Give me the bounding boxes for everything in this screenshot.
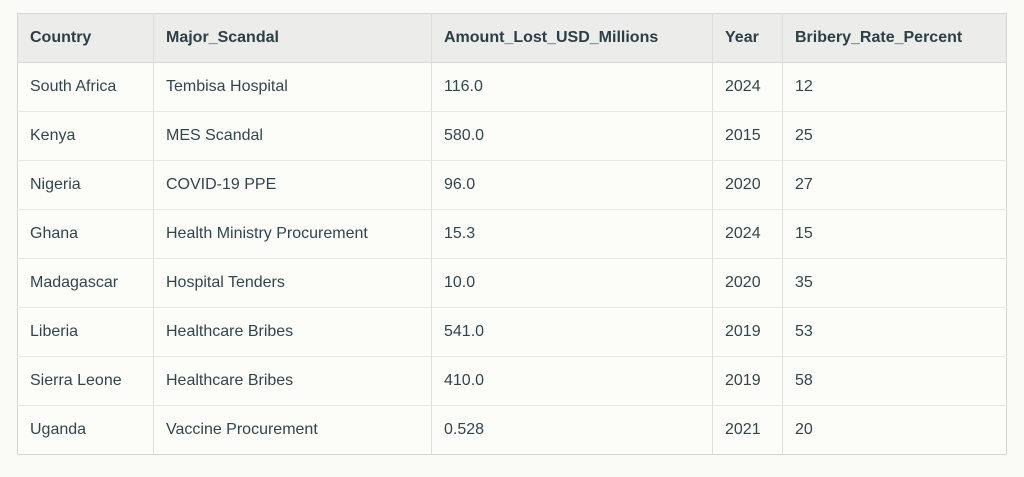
cell-year: 2024 [712,62,783,112]
cell-country: Sierra Leone [17,356,154,406]
cell-amount: 15.3 [431,209,713,259]
cell-amount: 410.0 [431,356,713,406]
cell-bribery: 53 [782,307,1007,357]
column-header-major-scandal: Major_Scandal [153,13,432,63]
table-row: Nigeria COVID-19 PPE 96.0 2020 27 [17,160,1007,210]
cell-country: Liberia [17,307,154,357]
table-row: South Africa Tembisa Hospital 116.0 2024… [17,62,1007,112]
cell-year: 2019 [712,356,783,406]
table-row: Ghana Health Ministry Procurement 15.3 2… [17,209,1007,259]
table-header-row: Country Major_Scandal Amount_Lost_USD_Mi… [17,13,1007,63]
cell-bribery: 58 [782,356,1007,406]
cell-scandal: Vaccine Procurement [153,405,432,455]
cell-year: 2015 [712,111,783,161]
cell-year: 2020 [712,258,783,308]
cell-amount: 0.528 [431,405,713,455]
cell-country: Ghana [17,209,154,259]
column-header-bribery-rate: Bribery_Rate_Percent [782,13,1007,63]
column-header-amount-lost: Amount_Lost_USD_Millions [431,13,713,63]
cell-year: 2021 [712,405,783,455]
cell-country: Nigeria [17,160,154,210]
cell-country: Uganda [17,405,154,455]
cell-year: 2024 [712,209,783,259]
column-header-country: Country [17,13,154,63]
table-body: South Africa Tembisa Hospital 116.0 2024… [17,62,1007,455]
cell-bribery: 35 [782,258,1007,308]
cell-amount: 580.0 [431,111,713,161]
table-row: Liberia Healthcare Bribes 541.0 2019 53 [17,307,1007,357]
cell-year: 2019 [712,307,783,357]
cell-bribery: 12 [782,62,1007,112]
cell-bribery: 27 [782,160,1007,210]
cell-bribery: 25 [782,111,1007,161]
table-row: Uganda Vaccine Procurement 0.528 2021 20 [17,405,1007,455]
cell-year: 2020 [712,160,783,210]
cell-bribery: 20 [782,405,1007,455]
data-table-container: Country Major_Scandal Amount_Lost_USD_Mi… [17,13,1007,455]
cell-scandal: Tembisa Hospital [153,62,432,112]
cell-scandal: Health Ministry Procurement [153,209,432,259]
cell-country: Madagascar [17,258,154,308]
table-header: Country Major_Scandal Amount_Lost_USD_Mi… [17,13,1007,63]
cell-scandal: Hospital Tenders [153,258,432,308]
cell-scandal: Healthcare Bribes [153,307,432,357]
cell-scandal: Healthcare Bribes [153,356,432,406]
cell-country: Kenya [17,111,154,161]
table-row: Sierra Leone Healthcare Bribes 410.0 201… [17,356,1007,406]
cell-amount: 96.0 [431,160,713,210]
table-row: Kenya MES Scandal 580.0 2015 25 [17,111,1007,161]
table-row: Madagascar Hospital Tenders 10.0 2020 35 [17,258,1007,308]
cell-scandal: COVID-19 PPE [153,160,432,210]
cell-country: South Africa [17,62,154,112]
column-header-year: Year [712,13,783,63]
cell-amount: 10.0 [431,258,713,308]
cell-amount: 541.0 [431,307,713,357]
cell-amount: 116.0 [431,62,713,112]
cell-bribery: 15 [782,209,1007,259]
scandals-table: Country Major_Scandal Amount_Lost_USD_Mi… [17,13,1007,455]
cell-scandal: MES Scandal [153,111,432,161]
